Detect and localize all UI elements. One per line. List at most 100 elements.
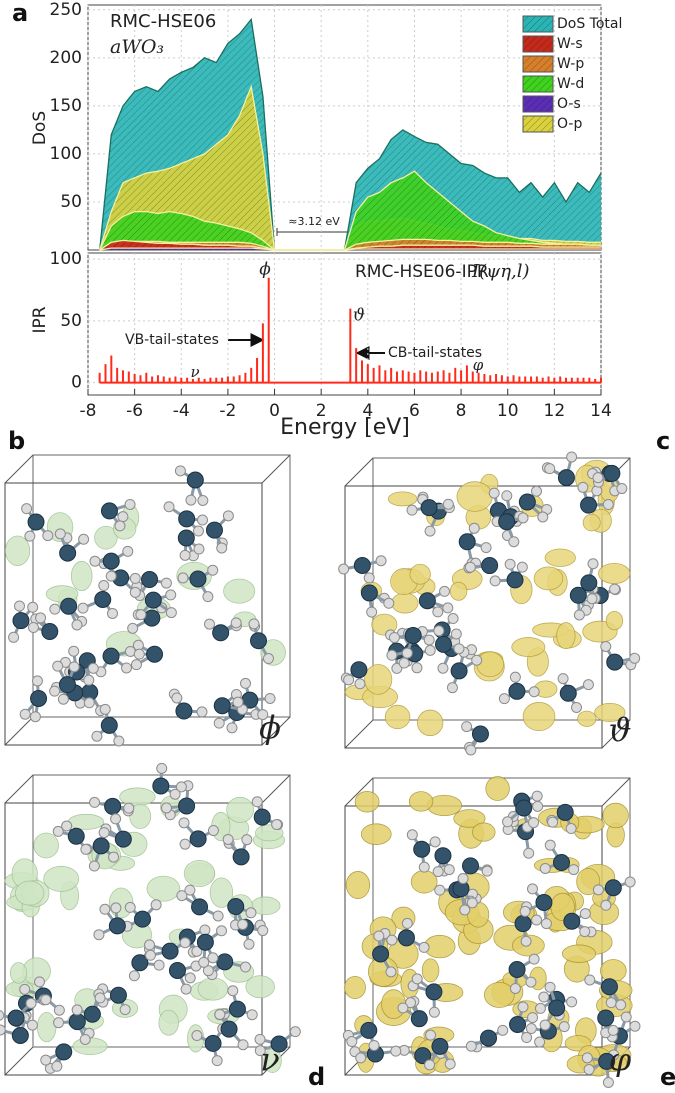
tungsten-atom [213, 697, 231, 715]
oxygen-atom [437, 662, 449, 674]
tungsten-atom [232, 848, 250, 866]
orbital [449, 581, 468, 601]
oxygen-atom [175, 781, 187, 793]
oxygen-atom [163, 501, 175, 513]
oxygen-atom [176, 890, 188, 902]
oxygen-atom [605, 997, 617, 1009]
oxygen-atom [528, 686, 540, 698]
tungsten-atom [461, 857, 479, 875]
oxygen-atom [178, 817, 190, 829]
oxygen-atom [254, 1045, 266, 1057]
oxygen-atom [386, 934, 398, 946]
oxygen-atom [179, 838, 191, 850]
orbital [453, 809, 486, 828]
tungsten-atom [131, 954, 149, 972]
oxygen-atom [34, 976, 46, 988]
oxygen-atom [289, 1026, 301, 1038]
oxygen-atom [193, 543, 205, 555]
oxygen-atom [99, 703, 111, 715]
oxygen-atom [530, 485, 542, 497]
tungsten-atom [196, 933, 214, 951]
tungsten-atom [606, 653, 624, 671]
tungsten-atom [175, 702, 193, 720]
panel-symbol: ϕ [259, 709, 281, 747]
oxygen-atom [538, 991, 550, 1003]
oxygen-atom [581, 1052, 593, 1064]
oxygen-atom [24, 530, 36, 542]
oxygen-atom [207, 952, 219, 964]
oxygen-atom [98, 827, 110, 839]
oxygen-atom [8, 631, 20, 643]
tungsten-atom [205, 521, 223, 539]
x-tick-label: 0 [269, 401, 280, 421]
oxygen-atom [240, 677, 252, 689]
orbital [387, 491, 418, 507]
oxygen-atom [401, 917, 413, 929]
oxygen-atom [502, 816, 514, 828]
oxygen-atom [586, 593, 598, 605]
tungsten-atom [104, 797, 122, 815]
oxygen-atom [573, 609, 585, 621]
oxygen-atom [57, 693, 69, 705]
x-tick-label: 10 [497, 401, 519, 421]
y-tick-label: 50 [60, 192, 82, 212]
oxygen-atom [165, 607, 177, 619]
oxygen-atom [264, 692, 276, 704]
oxygen-atom [517, 1001, 529, 1013]
tungsten-atom [59, 544, 77, 562]
oxygen-atom [432, 866, 444, 878]
tungsten-atom [270, 1035, 288, 1053]
oxygen-atom [629, 652, 641, 664]
y-axis-label: DoS [30, 111, 50, 145]
tungsten-atom [108, 917, 126, 935]
tungsten-atom [410, 1010, 428, 1028]
annotation: aWO₃ [110, 36, 164, 58]
oxygen-atom [165, 589, 177, 601]
tungsten-atom [580, 574, 598, 592]
oxygen-atom [77, 602, 89, 614]
tungsten-atom [509, 1015, 527, 1033]
tungsten-atom [134, 910, 152, 928]
tungsten-atom [559, 684, 577, 702]
oxygen-atom [246, 1009, 258, 1021]
oxygen-atom [488, 487, 500, 499]
annotation: ≈3.12 eV [288, 215, 340, 228]
oxygen-atom [532, 800, 544, 812]
cell-edge [601, 777, 631, 807]
oxygen-atom [87, 662, 99, 674]
oxygen-atom [592, 472, 604, 484]
annotation: VB-tail-states [125, 332, 219, 348]
oxygen-atom [624, 876, 636, 888]
tungsten-atom [458, 533, 476, 551]
tungsten-atom [431, 1037, 449, 1055]
oxygen-atom [133, 648, 145, 660]
oxygen-atom [531, 914, 543, 926]
oxygen-atom [629, 1020, 641, 1032]
oxygen-atom [52, 660, 64, 672]
structure-panel: ϕb [4, 427, 291, 747]
oxygen-atom [566, 451, 578, 463]
oxygen-atom [466, 897, 478, 909]
oxygen-atom [373, 930, 385, 942]
orbital [364, 664, 393, 695]
tungsten-atom [450, 662, 468, 680]
orbital [602, 802, 629, 829]
tungsten-atom [216, 953, 234, 971]
y-tick-label: 150 [50, 96, 82, 116]
oxygen-atom [110, 813, 122, 825]
oxygen-atom [480, 542, 492, 554]
tungsten-atom [518, 493, 536, 511]
oxygen-atom [207, 825, 219, 837]
oxygen-atom [191, 1030, 203, 1042]
orbital [226, 796, 255, 823]
tungsten-atom [548, 999, 566, 1017]
oxygen-atom [226, 722, 238, 734]
x-tick-label: -6 [126, 401, 143, 421]
oxygen-atom [130, 659, 142, 671]
area-line [99, 247, 601, 251]
oxygen-atom [527, 1012, 539, 1024]
orbital [456, 481, 493, 512]
oxygen-atom [153, 959, 165, 971]
tungsten-atom [563, 912, 581, 930]
